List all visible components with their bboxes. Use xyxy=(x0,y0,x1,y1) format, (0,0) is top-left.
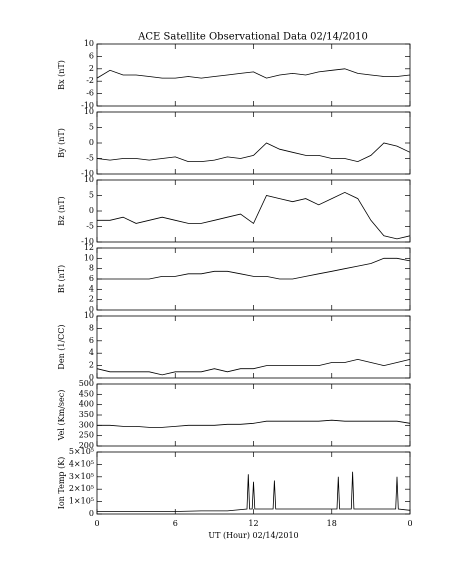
y-tick-label: 0 xyxy=(89,138,94,147)
y-axis-label: Bx (nT) xyxy=(57,60,66,90)
y-tick-label: 5 xyxy=(89,123,94,132)
y-tick-label: -10 xyxy=(81,101,94,110)
x-tick-label: 6 xyxy=(173,519,178,528)
x-tick-label: 12 xyxy=(248,519,258,528)
y-tick-label: 0 xyxy=(89,373,94,382)
y-tick-label: 1×10⁵ xyxy=(69,497,94,506)
y-tick-label: 0 xyxy=(89,206,94,215)
y-axis-label: Ion Temp (K) xyxy=(57,457,66,510)
y-tick-label: 400 xyxy=(79,400,94,409)
y-tick-label: 4 xyxy=(89,284,94,293)
x-tick-label: 18 xyxy=(327,519,337,528)
y-tick-label: 2 xyxy=(89,361,94,370)
y-tick-label: 0 xyxy=(89,305,94,314)
y-tick-label: 350 xyxy=(79,410,94,419)
y-tick-label: 6 xyxy=(89,336,94,345)
y-tick-label: 5 xyxy=(89,191,94,200)
y-tick-label: 5×10⁵ xyxy=(69,447,94,456)
x-tick-label: 0 xyxy=(407,519,412,528)
data-line xyxy=(97,471,411,512)
y-tick-label: 6 xyxy=(89,274,94,283)
y-tick-label: -10 xyxy=(81,169,94,178)
data-line xyxy=(96,68,411,79)
data-line xyxy=(96,358,411,376)
panel-frame xyxy=(96,43,411,107)
y-tick-label: 4 xyxy=(89,348,94,357)
y-tick-label: -2 xyxy=(86,76,94,85)
y-tick-label: 10 xyxy=(84,311,94,320)
data-line xyxy=(97,257,411,280)
panel-frame xyxy=(96,383,411,447)
x-tick-label: 0 xyxy=(94,519,99,528)
y-tick-label: 6 xyxy=(89,51,94,60)
x-axis-label: UT (Hour) 02/14/2010 xyxy=(208,531,298,540)
y-tick-label: 10 xyxy=(84,253,94,262)
y-tick-label: -10 xyxy=(81,237,94,246)
y-tick-label: 2 xyxy=(89,64,94,73)
y-tick-label: 250 xyxy=(79,431,94,440)
y-tick-label: 300 xyxy=(79,420,94,429)
y-tick-label: 10 xyxy=(84,175,94,184)
y-tick-label: 8 xyxy=(89,323,94,332)
panel-frame xyxy=(96,111,411,175)
y-tick-label: 10 xyxy=(84,107,94,116)
y-tick-label: 450 xyxy=(79,389,94,398)
panel-frame xyxy=(96,179,411,243)
data-line xyxy=(97,191,411,240)
chart-title: ACE Satellite Observational Data 02/14/2… xyxy=(137,32,368,43)
y-tick-label: -5 xyxy=(86,222,94,231)
y-axis-label: Bz (nT) xyxy=(57,196,66,225)
y-tick-label: 0 xyxy=(89,509,94,518)
y-tick-label: 10 xyxy=(84,39,94,48)
y-tick-label: 2 xyxy=(89,295,94,304)
y-axis-label: By (nT) xyxy=(57,128,66,158)
y-tick-label: -5 xyxy=(86,154,94,163)
y-axis-label: Den (1/CC) xyxy=(57,324,66,369)
data-line xyxy=(96,142,411,163)
data-line xyxy=(97,419,411,428)
y-tick-label: 3×10⁵ xyxy=(69,472,94,481)
y-axis-label: Vel (Km/sec) xyxy=(57,390,66,442)
y-tick-label: 12 xyxy=(84,243,94,252)
y-tick-label: 2×10⁵ xyxy=(69,484,94,493)
y-tick-label: 8 xyxy=(89,264,94,273)
y-tick-label: 200 xyxy=(79,441,94,450)
y-axis-label: Bt (nT) xyxy=(57,265,66,293)
y-tick-label: 4×10⁵ xyxy=(69,459,94,468)
y-tick-label: 500 xyxy=(79,379,94,388)
y-tick-label: -6 xyxy=(86,89,94,98)
